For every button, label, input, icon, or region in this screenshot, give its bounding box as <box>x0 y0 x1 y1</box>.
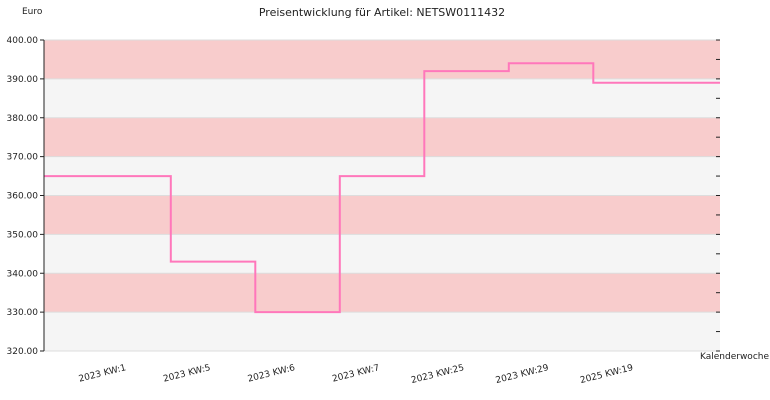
band <box>44 195 720 235</box>
band <box>44 78 720 118</box>
band <box>44 40 720 79</box>
x-tick-label: 2023 KW:5 <box>162 363 211 384</box>
x-axis-label: Kalenderwoche <box>700 352 769 362</box>
y-tick-label: 350.00 <box>7 230 39 240</box>
x-tick-label: 2023 KW:1 <box>78 363 127 384</box>
band <box>44 312 720 351</box>
gridlines <box>44 39 720 352</box>
band <box>44 273 720 313</box>
band <box>44 234 720 274</box>
x-tick-label: 2023 KW:25 <box>410 363 465 386</box>
y-tick-label: 360.00 <box>7 192 39 202</box>
price-step-line <box>44 62 720 314</box>
y-tick-label: 390.00 <box>7 75 39 85</box>
x-tick-label: 2025 KW:19 <box>579 363 634 386</box>
x-tick-label: 2023 KW:7 <box>331 363 380 384</box>
right-axis-ticks <box>716 39 720 352</box>
x-tick-label: 2023 KW:29 <box>495 363 550 386</box>
band <box>44 117 720 157</box>
y-axis-label: Euro <box>22 7 43 17</box>
chart-title: Preisentwicklung für Artikel: NETSW01114… <box>259 6 505 19</box>
y-tick-label: 320.00 <box>7 347 39 357</box>
y-axis-ticks: 320.00 330.00 340.00 350.00 360.00 370.00 380.… <box>7 36 44 357</box>
background-bands <box>44 40 720 351</box>
y-tick-label: 400.00 <box>7 36 39 46</box>
y-tick-label: 370.00 <box>7 153 39 163</box>
y-tick-label: 330.00 <box>7 308 39 318</box>
price-series <box>44 62 720 314</box>
x-tick-label: 2023 KW:6 <box>247 363 297 384</box>
y-tick-label: 380.00 <box>7 114 39 124</box>
x-axis-tick-labels: 2023 KW:1 2023 KW:5 2023 KW:6 2023 KW:7 2023… <box>78 363 635 386</box>
y-tick-label: 340.00 <box>7 269 39 279</box>
